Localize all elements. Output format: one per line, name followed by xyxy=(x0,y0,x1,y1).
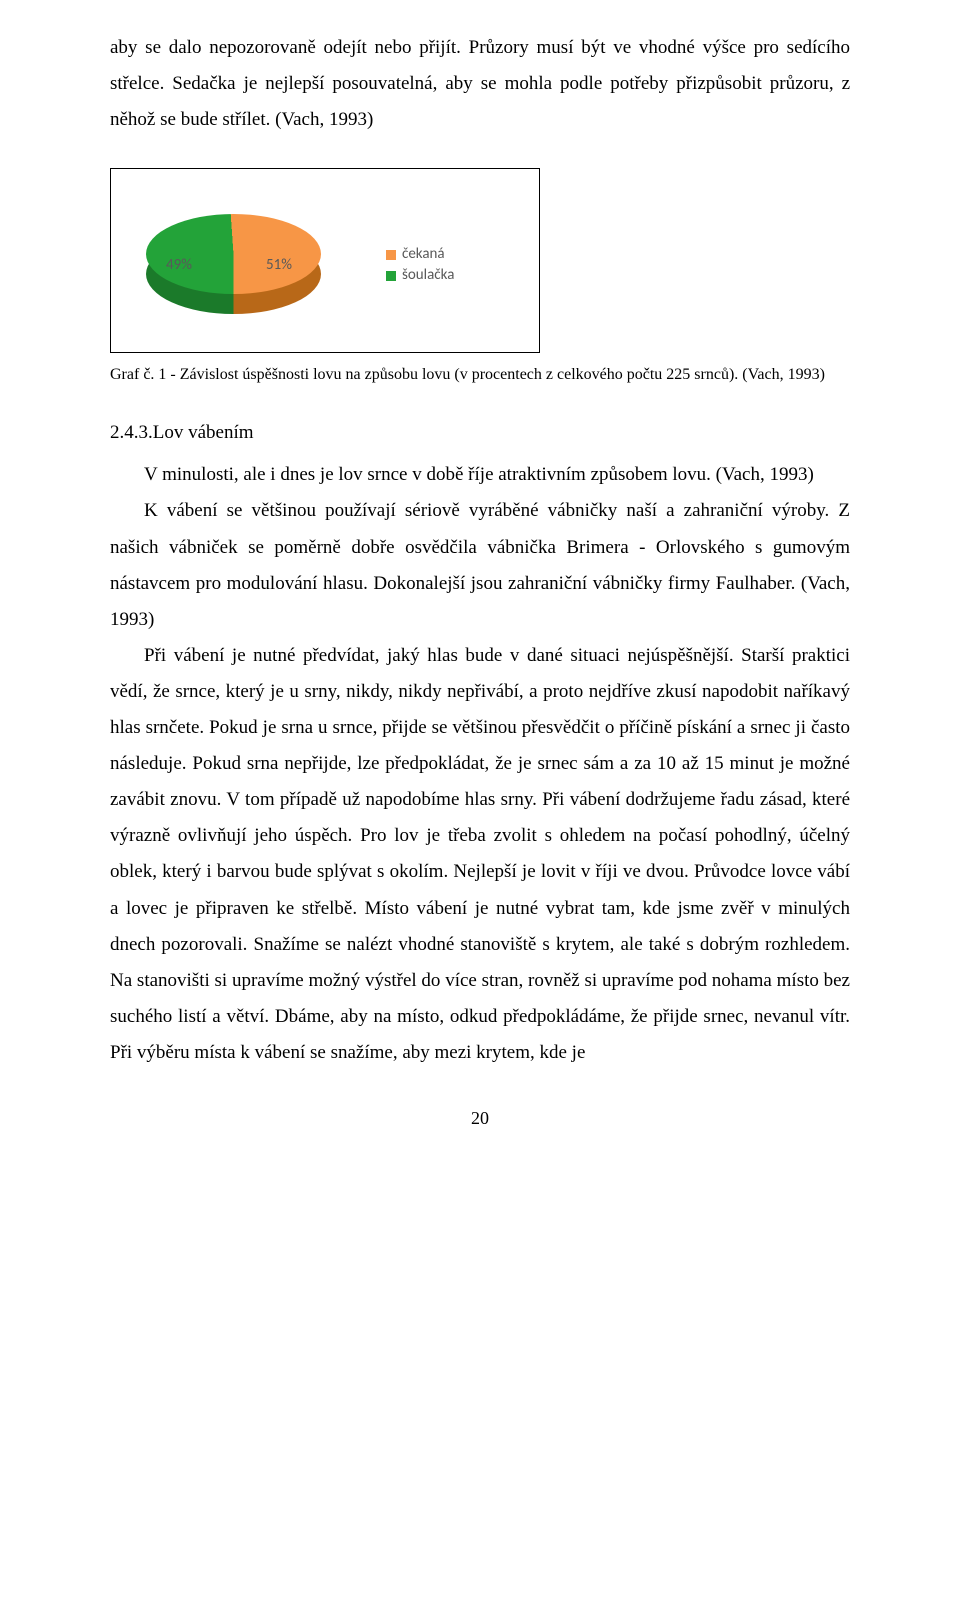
pie-label-left: 49% xyxy=(166,251,192,280)
legend-item-1: šoulačka xyxy=(386,265,454,286)
legend-item-0: čekaná xyxy=(386,244,454,265)
page-number: 20 xyxy=(110,1101,850,1135)
chart-caption: Graf č. 1 - Závislost úspěšnosti lovu na… xyxy=(110,363,850,387)
pie-legend: čekaná šoulačka xyxy=(386,244,454,286)
legend-label-0: čekaná xyxy=(402,244,445,265)
body-p2: K vábení se většinou používají sériově v… xyxy=(110,493,850,637)
legend-swatch-0 xyxy=(386,250,396,260)
body-p3: Při vábení je nutné předvídat, jaký hlas… xyxy=(110,638,850,1071)
pie-chart: 49% 51% čekaná šoulačka xyxy=(110,168,540,353)
section-heading: 2.4.3.Lov vábením xyxy=(110,415,850,451)
pie-label-right: 51% xyxy=(266,251,292,280)
legend-swatch-1 xyxy=(386,271,396,281)
legend-label-1: šoulačka xyxy=(402,265,454,286)
intro-paragraph: aby se dalo nepozorovaně odejít nebo při… xyxy=(110,30,850,138)
body-p1: V minulosti, ale i dnes je lov srnce v d… xyxy=(110,457,850,493)
